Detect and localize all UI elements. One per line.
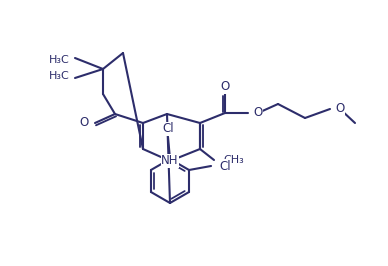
Text: O: O xyxy=(80,115,89,128)
Text: CH₃: CH₃ xyxy=(223,155,244,165)
Text: O: O xyxy=(335,102,344,114)
Text: NH: NH xyxy=(161,155,179,168)
Text: H₃C: H₃C xyxy=(49,71,70,81)
Text: Cl: Cl xyxy=(219,160,231,172)
Text: O: O xyxy=(253,106,262,118)
Text: H₃C: H₃C xyxy=(49,55,70,65)
Text: O: O xyxy=(220,81,230,94)
Text: Cl: Cl xyxy=(162,123,174,135)
